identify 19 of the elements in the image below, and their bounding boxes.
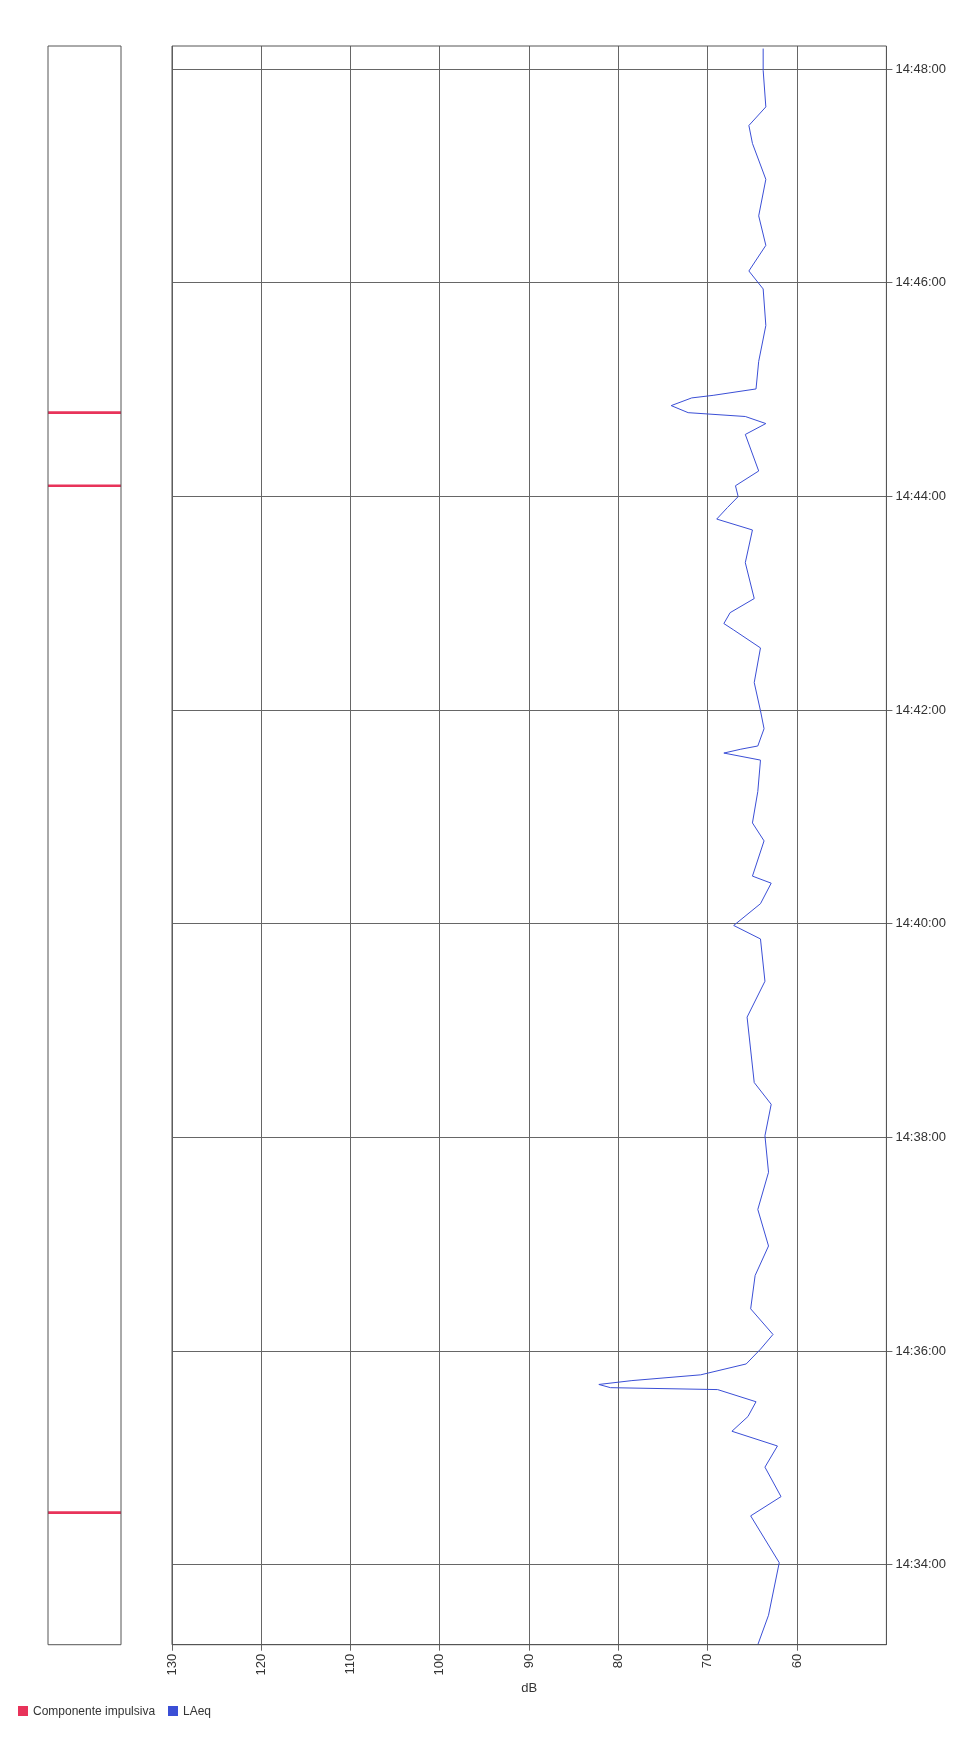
y-tick-label: 14:44:00 bbox=[895, 488, 947, 504]
x-tick-label: 60 bbox=[788, 1653, 804, 1669]
y-tick-label: 14:46:00 bbox=[895, 274, 947, 290]
x-tick-label: 80 bbox=[610, 1653, 626, 1669]
x-tick-label: 130 bbox=[163, 1653, 179, 1676]
x-tick-label: 70 bbox=[699, 1653, 715, 1669]
y-tick-label: 14:38:00 bbox=[895, 1129, 947, 1145]
x-tick-label: 90 bbox=[520, 1653, 536, 1669]
x-axis-title: dB bbox=[521, 1679, 538, 1695]
y-tick-label: 14:40:00 bbox=[895, 915, 947, 931]
y-tick-label: 14:36:00 bbox=[895, 1342, 947, 1358]
y-tick-label: 14:34:00 bbox=[895, 1556, 947, 1572]
y-tick-label: 14:42:00 bbox=[895, 701, 947, 717]
x-tick-label: 100 bbox=[431, 1653, 447, 1676]
legend-label: LAeq bbox=[183, 1704, 212, 1718]
legend-label: Componente impulsiva bbox=[33, 1704, 156, 1718]
x-tick-label: 120 bbox=[252, 1653, 268, 1676]
y-tick-label: 14:48:00 bbox=[895, 60, 947, 76]
x-tick-label: 110 bbox=[342, 1653, 358, 1675]
